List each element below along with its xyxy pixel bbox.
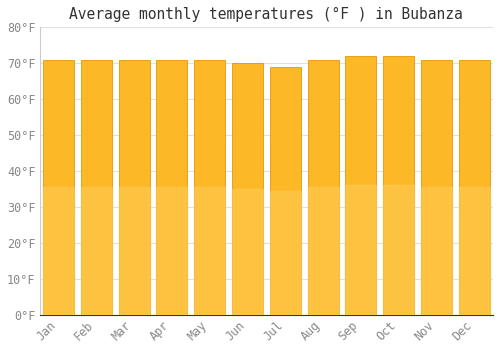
Bar [232,63,263,315]
Bar [421,187,452,315]
Bar [156,60,188,315]
Bar [346,185,376,315]
Bar [118,187,150,315]
Bar [81,60,112,315]
Bar [458,60,490,315]
Bar [383,185,414,315]
Bar [421,60,452,315]
Bar [270,191,300,315]
Bar [346,56,376,315]
Bar [118,60,150,315]
Bar [383,56,414,315]
Bar [232,189,263,315]
Bar [194,187,225,315]
Bar [308,187,338,315]
Title: Average monthly temperatures (°F ) in Bubanza: Average monthly temperatures (°F ) in Bu… [70,7,463,22]
Bar [156,187,188,315]
Bar [308,60,338,315]
Bar [194,60,225,315]
Bar [458,187,490,315]
Bar [81,187,112,315]
Bar [43,60,74,315]
Bar [270,67,300,315]
Bar [43,187,74,315]
